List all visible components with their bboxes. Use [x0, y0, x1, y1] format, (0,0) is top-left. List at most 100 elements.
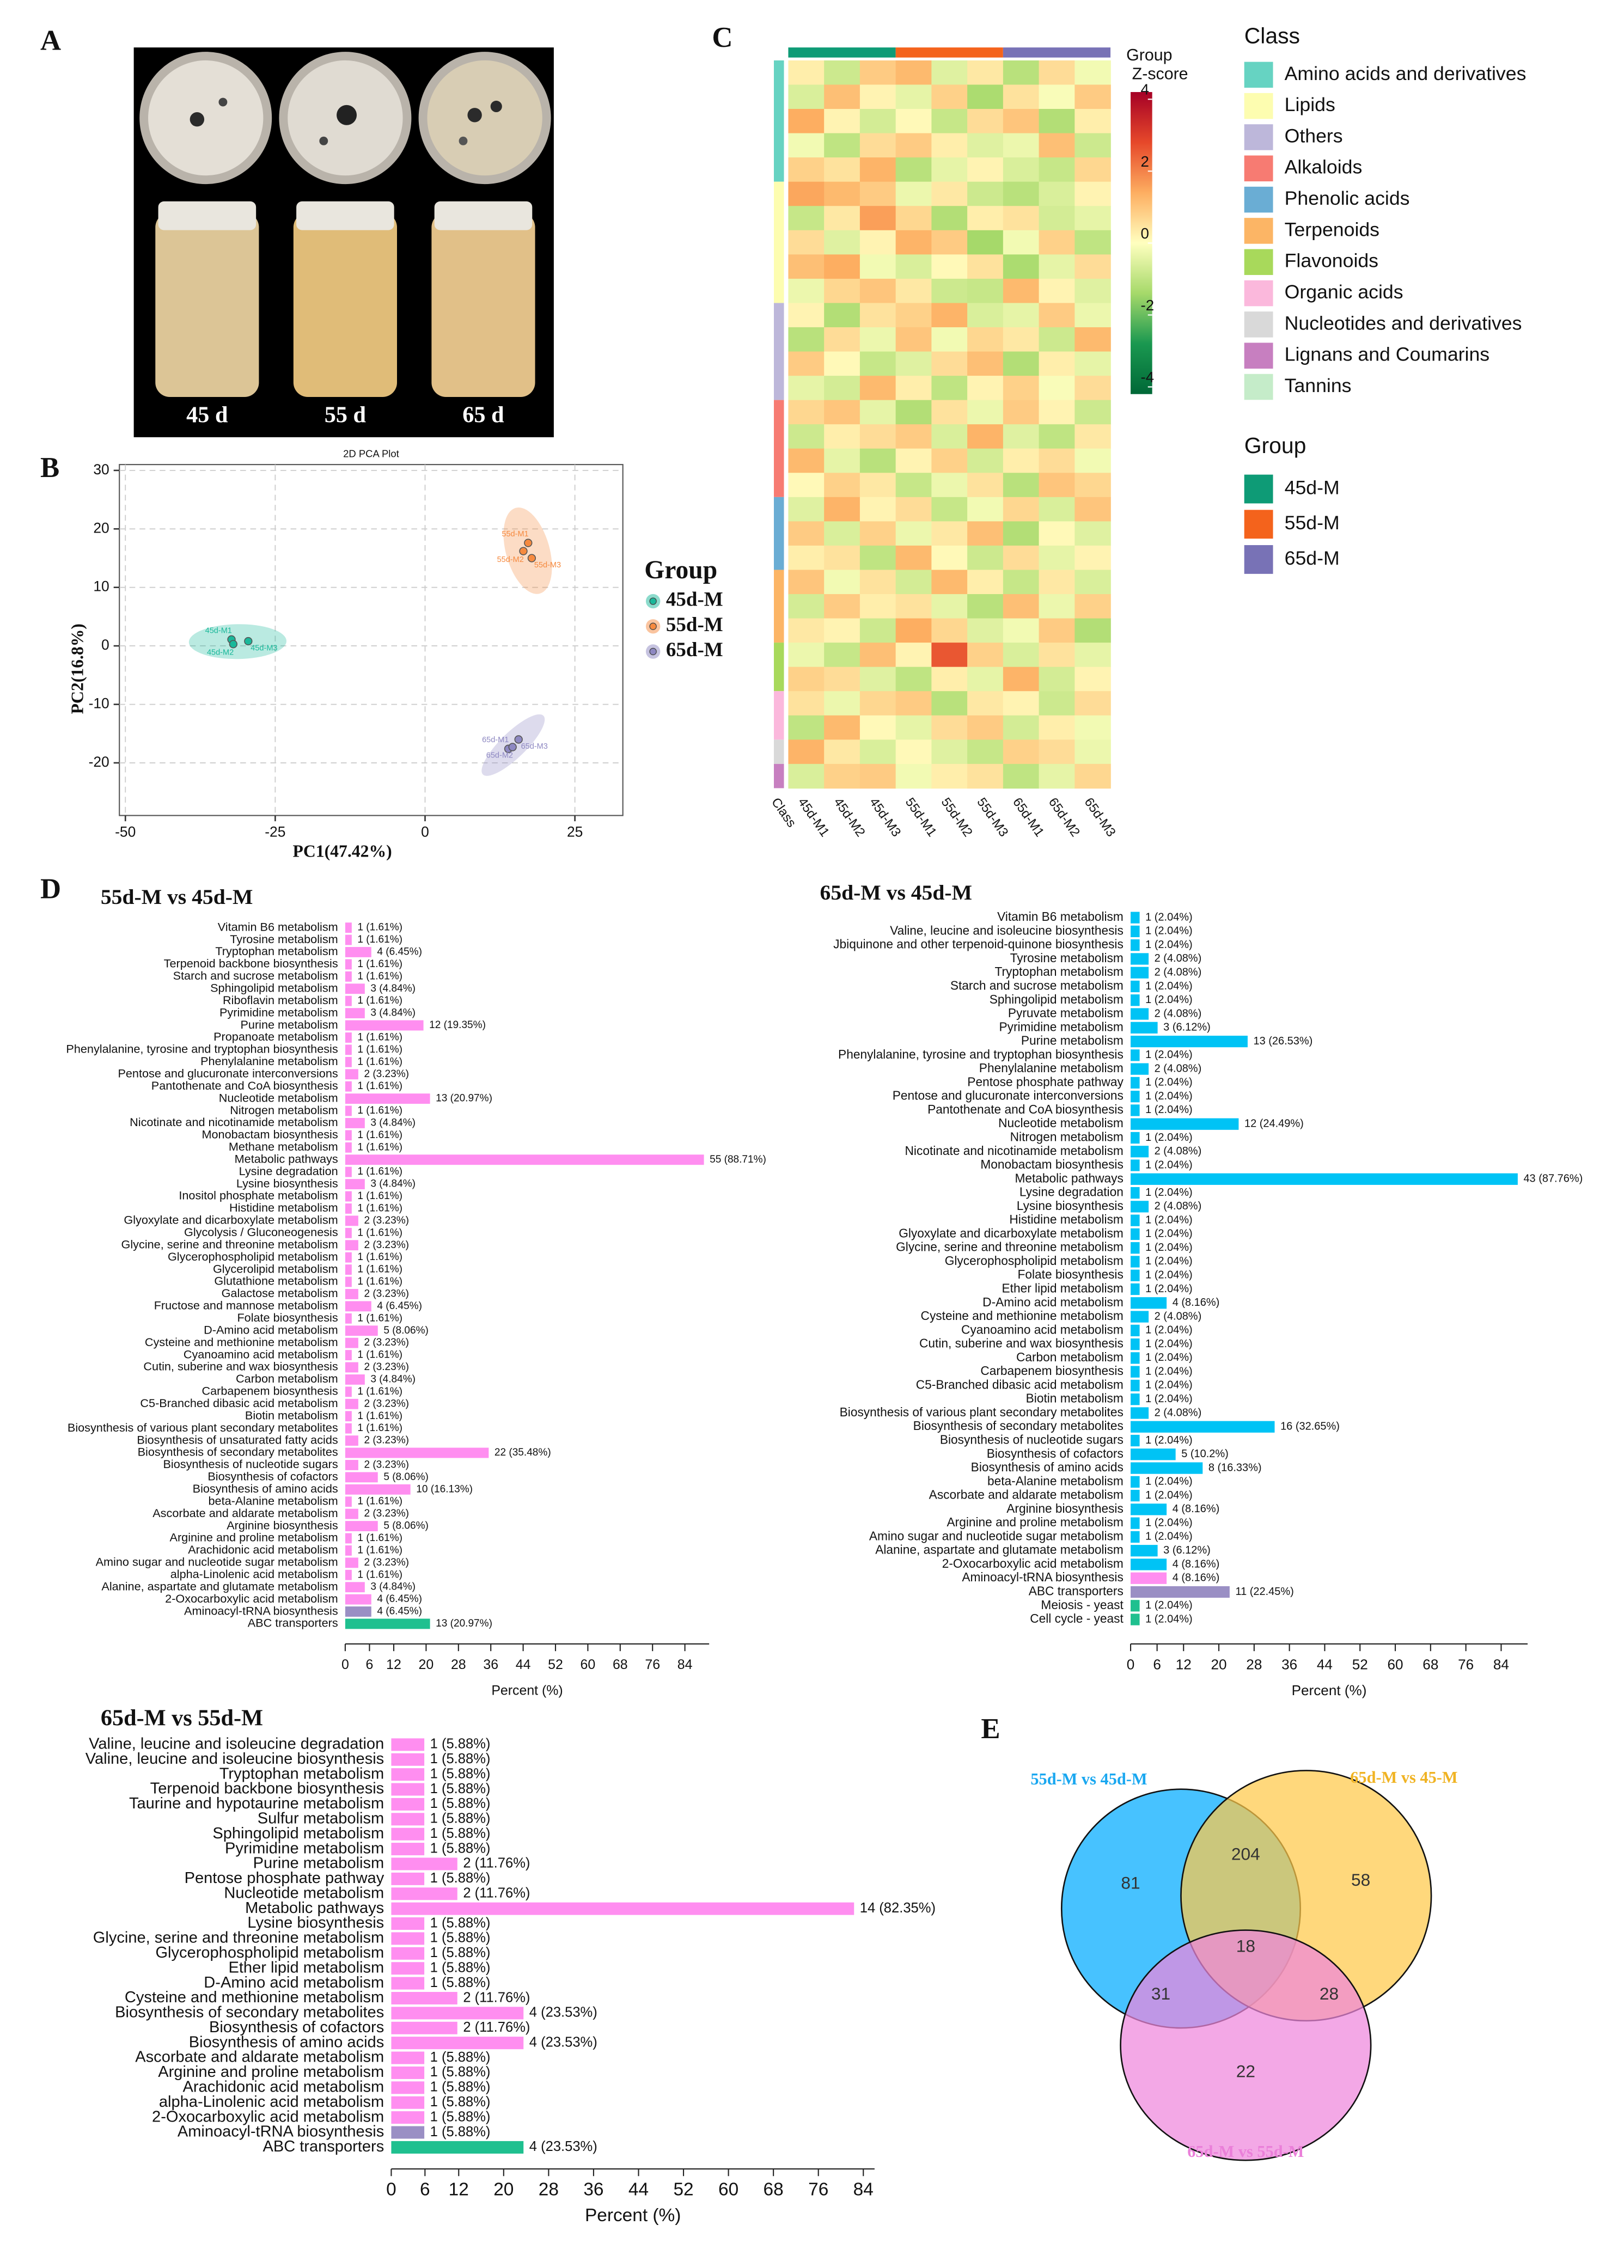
- heatmap-cell: [824, 254, 860, 279]
- heatmap-cell: [1039, 715, 1076, 741]
- heatmap-cell: [824, 376, 860, 401]
- value-label: 1 (5.88%): [430, 1781, 491, 1796]
- heatmap-cell: [1074, 303, 1111, 328]
- bar: [345, 1179, 365, 1190]
- venn-set-label: 55d-M vs 45d-M: [1030, 1770, 1147, 1788]
- heatmap-cell: [1039, 351, 1076, 376]
- category-label: Ascorbate and aldarate metabolism: [135, 2049, 384, 2066]
- value-label: 1 (1.61%): [357, 1569, 402, 1580]
- heatmap-cell: [1039, 254, 1076, 279]
- heatmap-cell: [895, 570, 932, 595]
- value-label: 1 (1.61%): [357, 1105, 402, 1116]
- heatmap-cell: [1074, 715, 1111, 741]
- bar: [1131, 1283, 1140, 1295]
- value-label: 5 (8.06%): [383, 1471, 429, 1483]
- x-tick-label: 0: [421, 823, 429, 840]
- heatmap-cell: [967, 157, 1004, 182]
- value-label: 1 (1.61%): [357, 1166, 402, 1177]
- legend-label: 55d-M: [1285, 512, 1340, 534]
- point-label: 45d-M1: [205, 626, 232, 635]
- point-label: 55d-M3: [534, 561, 561, 570]
- dish-hole: [337, 105, 357, 125]
- x-tick-label: 84: [677, 1657, 693, 1672]
- heatmap-cell: [931, 618, 968, 643]
- heatmap-cell: [824, 473, 860, 498]
- heatmap-cell: [1039, 497, 1076, 522]
- heatmap-cell: [824, 497, 860, 522]
- heatmap-cell: [1074, 618, 1111, 643]
- x-tick-label: 36: [483, 1657, 498, 1672]
- bar: [1131, 1531, 1140, 1543]
- x-tick-label: 36: [1281, 1656, 1297, 1672]
- heatmap-cell: [895, 497, 932, 522]
- legend-swatch: [1244, 474, 1273, 504]
- bar: [345, 1374, 365, 1385]
- bar: [345, 1105, 352, 1116]
- value-label: 1 (2.04%): [1145, 1517, 1193, 1529]
- legend-swatch: [1244, 124, 1273, 150]
- heatmap-cell: [1074, 424, 1111, 449]
- category-label: Phenylalanine metabolism: [200, 1054, 338, 1068]
- heatmap-cell: [788, 763, 825, 789]
- column-label: 65d-M1: [1010, 795, 1047, 840]
- category-label: Biosynthesis of cofactors: [987, 1446, 1124, 1460]
- value-label: 1 (5.88%): [430, 2050, 491, 2065]
- value-label: 2 (4.08%): [1155, 1407, 1202, 1419]
- class-bar: [774, 739, 784, 764]
- class-bar: [774, 763, 784, 788]
- heatmap-cell: [1074, 376, 1111, 401]
- value-label: 13 (20.97%): [436, 1093, 492, 1104]
- heatmap-cell: [788, 181, 825, 207]
- heatmap-cell: [1039, 691, 1076, 716]
- x-tick-label: 44: [516, 1657, 531, 1672]
- legend-swatch: [1244, 186, 1273, 213]
- value-label: 4 (8.16%): [1173, 1297, 1220, 1309]
- value-label: 1 (1.61%): [357, 1056, 402, 1067]
- class-bar: [774, 691, 784, 740]
- value-label: 55 (88.71%): [710, 1154, 766, 1165]
- value-label: 1 (1.61%): [357, 1386, 402, 1397]
- jar-lid: [434, 201, 533, 230]
- heatmap-cell: [1039, 230, 1076, 255]
- category-label: Arginine biosynthesis: [1006, 1501, 1124, 1515]
- group-bar: [788, 47, 896, 58]
- heatmap-cell: [931, 424, 968, 449]
- panel-letter: E: [981, 1713, 1000, 1745]
- heatmap-cell: [824, 351, 860, 376]
- bar: [1131, 1132, 1140, 1144]
- value-label: 43 (87.76%): [1523, 1173, 1583, 1185]
- venn-set-label: 65d-M vs 55d-M: [1187, 2142, 1304, 2161]
- category-label: Amino sugar and nucleotide sugar metabol…: [869, 1529, 1124, 1543]
- value-label: 2 (11.76%): [463, 2020, 530, 2035]
- photo-label: 45 d: [186, 402, 228, 428]
- value-label: 4 (23.53%): [529, 2034, 597, 2050]
- bar: [345, 959, 352, 970]
- category-label: Biotin metabolism: [1026, 1391, 1124, 1405]
- heatmap-cell: [967, 448, 1004, 474]
- heatmap-cell: [931, 60, 968, 85]
- heatmap-cell: [824, 424, 860, 449]
- bar: [345, 1447, 489, 1458]
- heatmap-cell: [967, 594, 1004, 619]
- category-label: Biosynthesis of secondary metabolites: [913, 1419, 1124, 1433]
- category-label: Carbon metabolism: [236, 1372, 338, 1385]
- heatmap-cell: [1003, 691, 1040, 716]
- heatmap-cell: [967, 691, 1004, 716]
- value-label: 1 (1.61%): [357, 1496, 402, 1507]
- colorbar-tick-label: 2: [1141, 153, 1149, 170]
- value-label: 1 (5.88%): [430, 1915, 491, 1930]
- value-label: 1 (5.88%): [430, 2080, 491, 2095]
- category-label: Terpenoid backbone biosynthesis: [150, 1780, 384, 1798]
- value-label: 1 (5.88%): [430, 1796, 491, 1811]
- legend-label: Terpenoids: [1285, 218, 1379, 240]
- heatmap-cell: [859, 133, 896, 158]
- value-label: 1 (2.04%): [1145, 1159, 1193, 1171]
- legend-title: Class: [1244, 23, 1300, 48]
- x-axis-label: PC1(47.42%): [293, 842, 392, 861]
- x-tick-label: 20: [419, 1657, 434, 1672]
- bar: [345, 1569, 352, 1580]
- heatmap-cell: [1074, 763, 1111, 789]
- legend-label: Amino acids and derivatives: [1285, 63, 1527, 84]
- bar: [1131, 1049, 1140, 1061]
- value-label: 1 (1.61%): [357, 922, 402, 933]
